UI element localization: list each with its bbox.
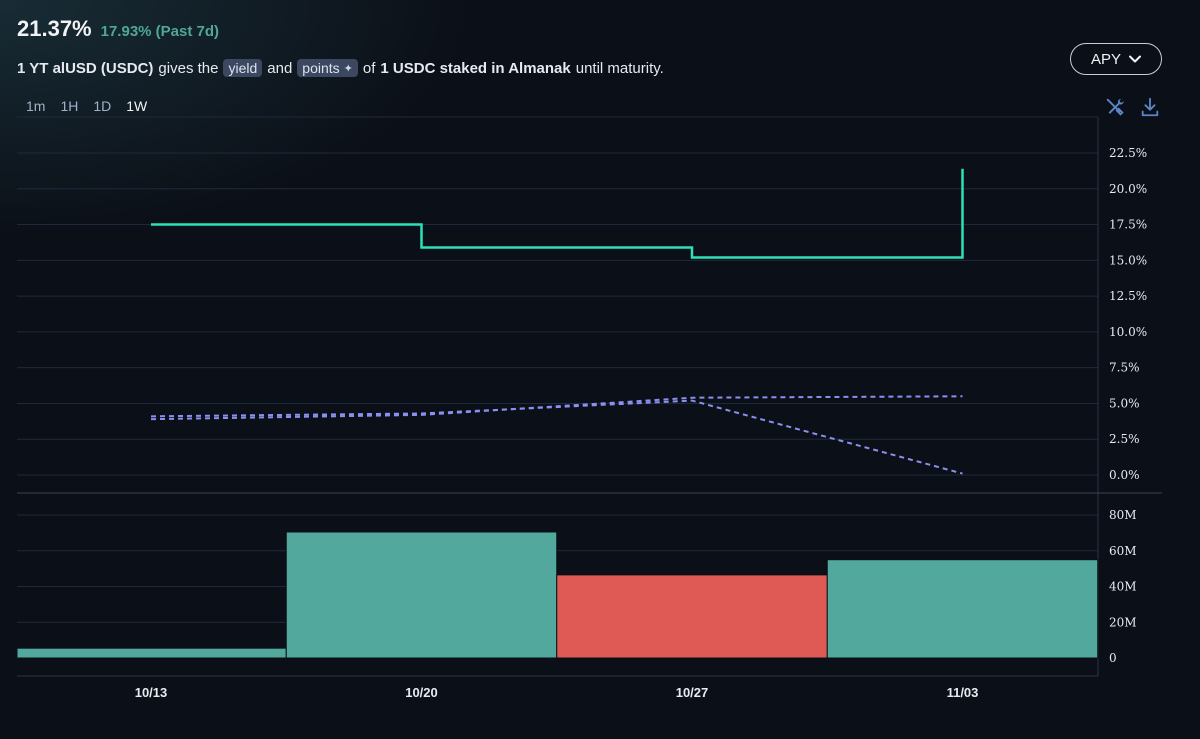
range-1d[interactable]: 1D [93,98,112,114]
sparkle-icon: ✦ [343,62,353,75]
y-tick-label: 20.0% [1109,182,1147,196]
volume-tick-label: 20M [1109,615,1137,629]
dashed-apy-line [150,399,963,475]
desc-gives: gives the [158,59,219,77]
asset-description: 1 YT alUSD (USDC) gives the yield and po… [17,59,664,77]
range-1m[interactable]: 1m [26,98,46,114]
asset-name: 1 YT alUSD (USDC) [17,59,154,77]
y-tick-label: 2.5% [1109,432,1140,446]
y-tick-label: 5.0% [1109,396,1140,410]
volume-tick-label: 0 [1109,651,1117,665]
desc-and: and [267,59,293,77]
desc-tail: until maturity. [575,59,664,77]
y-tick-label: 22.5% [1109,146,1147,160]
volume-bar [556,574,828,659]
chevron-down-icon [1129,55,1141,63]
dashed-apy-line [150,395,963,421]
y-tick-label: 7.5% [1109,361,1140,375]
volume-tick-label: 60M [1109,544,1137,558]
implied-apy-step-line [151,168,964,259]
y-tick-label: 17.5% [1109,218,1147,232]
apy-header: 21.37% 17.93% (Past 7d) [17,16,219,42]
y-tick-label: 10.0% [1109,325,1147,339]
download-icon[interactable] [1139,96,1161,118]
x-tick-label: 10/20 [405,685,438,700]
tools-icon[interactable] [1104,96,1126,118]
y-tick-label: 12.5% [1109,289,1147,303]
yield-pill[interactable]: yield [223,59,263,77]
volume-bar [826,559,1099,659]
range-1w[interactable]: 1W [126,98,148,114]
apy-change-7d: 17.93% (Past 7d) [100,23,220,40]
apy-dropdown-label: APY [1090,50,1121,68]
x-tick-label: 10/13 [135,685,168,700]
time-range-selector: 1m 1H 1D 1W [26,98,147,114]
y-tick-label: 0.0% [1109,468,1140,482]
underlying-asset: 1 USDC staked in Almanak [380,59,571,77]
points-pill-label: points [302,60,340,76]
points-pill[interactable]: points ✦ [297,59,358,77]
volume-bar [285,531,558,659]
x-tick-label: 10/27 [676,685,709,700]
current-apy-value: 21.37% [17,16,92,41]
volume-bar [16,647,287,659]
range-1h[interactable]: 1H [60,98,79,114]
desc-of: of [362,59,376,77]
yield-pill-label: yield [228,60,258,76]
volume-tick-label: 80M [1109,508,1137,522]
x-tick-label: 11/03 [947,685,979,700]
volume-tick-label: 40M [1109,580,1137,594]
y-tick-label: 15.0% [1109,253,1147,267]
apy-dropdown-button[interactable]: APY [1070,43,1162,75]
